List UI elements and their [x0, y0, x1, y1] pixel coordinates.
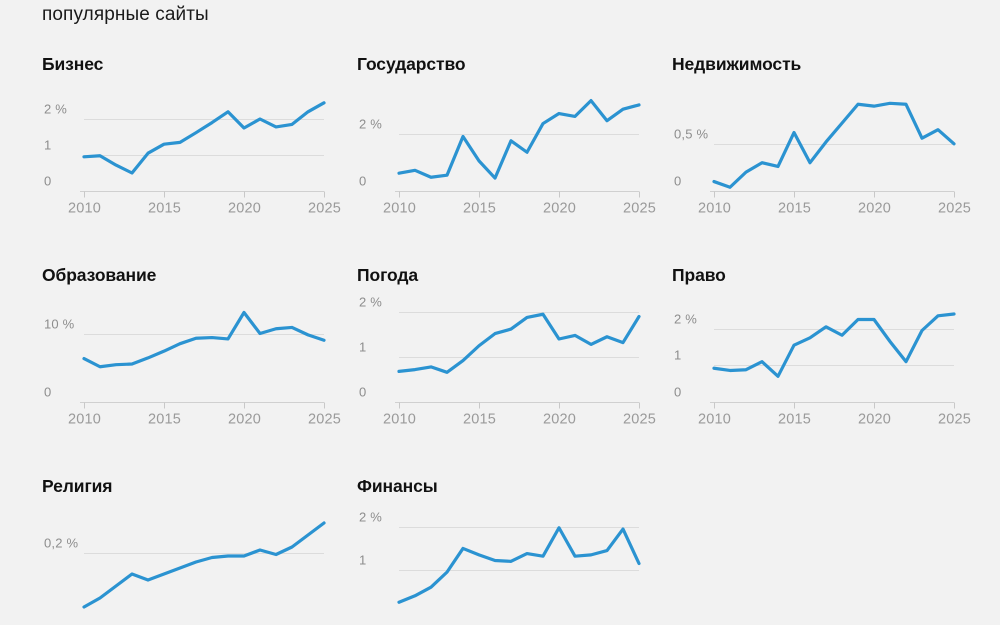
- x-tick-label: 2015: [148, 412, 181, 428]
- x-tick-label: 2025: [938, 412, 971, 428]
- x-tick-label: 2010: [68, 412, 101, 428]
- y-tick-label: 0,2 %: [44, 536, 78, 551]
- y-tick-label: 10 %: [44, 317, 75, 332]
- chart-title: Финансы: [357, 476, 438, 496]
- chart-title: Образование: [42, 265, 157, 285]
- y-tick-label: 1: [359, 553, 366, 568]
- chart-plot-государство[interactable]: 0 2 % 2010 2015 2020 2025: [357, 82, 656, 217]
- y-tick-label: 0: [674, 385, 681, 400]
- series-line: [712, 101, 956, 189]
- x-tick-label: 2020: [228, 412, 261, 428]
- series-line: [82, 310, 326, 369]
- x-tick-label: 2020: [543, 201, 576, 217]
- x-tick-label: 2015: [778, 201, 811, 217]
- chart-plot-образование[interactable]: 0 10 % 2010 2015 2020 2025: [42, 293, 341, 428]
- chart-title: Погода: [357, 265, 419, 285]
- y-tick-label: 1: [44, 138, 51, 153]
- chart-cell-финансы[interactable]: Финансы 1 2 %: [357, 464, 657, 625]
- chart-plot-религия[interactable]: 0,2 %: [42, 504, 332, 625]
- chart-title: Недвижимость: [672, 54, 802, 74]
- y-tick-label: 2 %: [44, 102, 67, 117]
- chart-plot-право[interactable]: 0 1 2 % 2010 2015 2020 2025: [672, 293, 971, 428]
- y-tick-label: 1: [674, 348, 681, 363]
- chart-title: Государство: [357, 54, 466, 74]
- chart-title: Право: [672, 265, 726, 285]
- y-tick-label: 2 %: [674, 312, 697, 327]
- y-tick-label: 0: [359, 174, 366, 189]
- x-tick-label: 2025: [623, 201, 656, 217]
- y-tick-label: 2 %: [359, 295, 382, 310]
- x-tick-label: 2020: [543, 412, 576, 428]
- y-tick-label: 2 %: [359, 510, 382, 525]
- x-tick-label: 2010: [698, 412, 731, 428]
- series-line: [397, 99, 641, 180]
- chart-cell-государство[interactable]: Государство 0 2 % 2010 2015 2020 2025: [357, 42, 657, 253]
- x-tick-label: 2010: [68, 201, 101, 217]
- x-tick-label: 2025: [623, 412, 656, 428]
- chart-cell-недвижимость[interactable]: Недвижимость 0 0,5 % 2010 2015 2020 2025: [672, 42, 972, 253]
- y-tick-label: 0: [44, 385, 51, 400]
- x-tick-label: 2020: [858, 412, 891, 428]
- x-tick-label: 2020: [858, 201, 891, 217]
- x-tick-label: 2010: [383, 412, 416, 428]
- chart-plot-погода[interactable]: 0 1 2 % 2010 2015 2020 2025: [357, 293, 656, 428]
- x-tick-label: 2015: [148, 201, 181, 217]
- chart-plot-бизнес[interactable]: 0 1 2 % 2010 2015 2020 2025: [42, 82, 341, 217]
- series-line: [712, 312, 956, 378]
- x-tick-label: 2025: [308, 201, 341, 217]
- series-line: [397, 526, 641, 604]
- y-tick-label: 0: [674, 174, 681, 189]
- chart-cell-образование[interactable]: Образование 0 10 % 2010 2015 2020 2025: [42, 253, 342, 464]
- x-tick-label: 2010: [383, 201, 416, 217]
- chart-grid: Бизнес 0 1 2 % 2010 2015 2020 2025 Государство 0 2…: [0, 42, 1000, 625]
- chart-plot-недвижимость[interactable]: 0 0,5 % 2010 2015 2020 2025: [672, 82, 971, 217]
- page-title: популярные сайты: [42, 4, 209, 25]
- x-tick-label: 2015: [778, 412, 811, 428]
- chart-title: Бизнес: [42, 54, 104, 74]
- x-tick-label: 2025: [938, 201, 971, 217]
- x-tick-label: 2015: [463, 201, 496, 217]
- chart-title: Религия: [42, 476, 113, 496]
- y-tick-label: 0: [44, 174, 51, 189]
- y-tick-label: 1: [359, 340, 366, 355]
- series-line: [82, 521, 326, 609]
- chart-cell-погода[interactable]: Погода 0 1 2 % 2010 2015 2020 2025: [357, 253, 657, 464]
- y-tick-label: 2 %: [359, 117, 382, 132]
- chart-cell-религия[interactable]: Религия 0,2 %: [42, 464, 342, 625]
- chart-cell-бизнес[interactable]: Бизнес 0 1 2 % 2010 2015 2020 2025: [42, 42, 342, 253]
- y-tick-label: 0,5 %: [674, 127, 708, 142]
- x-tick-label: 2020: [228, 201, 261, 217]
- series-line: [397, 312, 641, 374]
- x-tick-label: 2010: [698, 201, 731, 217]
- series-line: [82, 101, 326, 175]
- chart-plot-финансы[interactable]: 1 2 %: [357, 504, 647, 625]
- x-tick-label: 2015: [463, 412, 496, 428]
- x-tick-label: 2025: [308, 412, 341, 428]
- y-tick-label: 0: [359, 385, 366, 400]
- chart-cell-право[interactable]: Право 0 1 2 % 2010 2015 2020 2025: [672, 253, 972, 464]
